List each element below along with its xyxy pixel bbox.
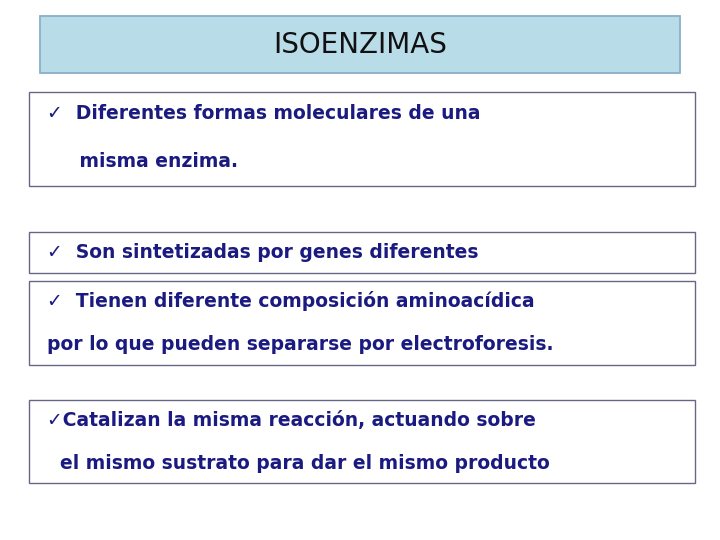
Text: ✓  Tienen diferente composición aminoacídica: ✓ Tienen diferente composición aminoacíd… xyxy=(47,291,534,311)
FancyBboxPatch shape xyxy=(40,16,680,73)
Text: el mismo sustrato para dar el mismo producto: el mismo sustrato para dar el mismo prod… xyxy=(47,454,549,472)
Text: ✓  Diferentes formas moleculares de una: ✓ Diferentes formas moleculares de una xyxy=(47,104,480,123)
FancyBboxPatch shape xyxy=(29,92,695,186)
Text: por lo que pueden separarse por electroforesis.: por lo que pueden separarse por electrof… xyxy=(47,335,553,354)
FancyBboxPatch shape xyxy=(29,232,695,273)
Text: ✓Catalizan la misma reacción, actuando sobre: ✓Catalizan la misma reacción, actuando s… xyxy=(47,411,536,430)
FancyBboxPatch shape xyxy=(29,281,695,364)
Text: ISOENZIMAS: ISOENZIMAS xyxy=(273,31,447,58)
FancyBboxPatch shape xyxy=(29,400,695,483)
Text: misma enzima.: misma enzima. xyxy=(47,152,238,171)
Text: ✓  Son sintetizadas por genes diferentes: ✓ Son sintetizadas por genes diferentes xyxy=(47,243,478,262)
